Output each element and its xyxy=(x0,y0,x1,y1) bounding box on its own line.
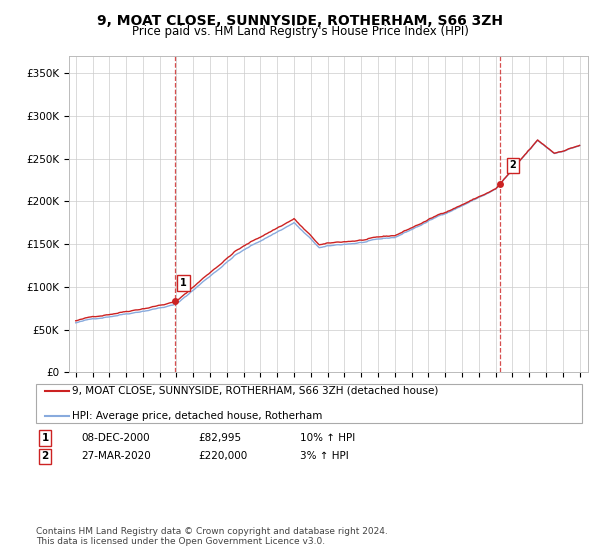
Text: 08-DEC-2000: 08-DEC-2000 xyxy=(81,433,149,443)
Text: £82,995: £82,995 xyxy=(198,433,241,443)
Text: HPI: Average price, detached house, Rotherham: HPI: Average price, detached house, Roth… xyxy=(72,410,322,421)
Text: 10% ↑ HPI: 10% ↑ HPI xyxy=(300,433,355,443)
Text: 2: 2 xyxy=(510,161,517,170)
Text: 1: 1 xyxy=(180,278,187,288)
Text: 9, MOAT CLOSE, SUNNYSIDE, ROTHERHAM, S66 3ZH: 9, MOAT CLOSE, SUNNYSIDE, ROTHERHAM, S66… xyxy=(97,14,503,28)
Text: 27-MAR-2020: 27-MAR-2020 xyxy=(81,451,151,461)
Text: 2: 2 xyxy=(41,451,49,461)
Text: 3% ↑ HPI: 3% ↑ HPI xyxy=(300,451,349,461)
Text: Contains HM Land Registry data © Crown copyright and database right 2024.
This d: Contains HM Land Registry data © Crown c… xyxy=(36,526,388,546)
Text: 9, MOAT CLOSE, SUNNYSIDE, ROTHERHAM, S66 3ZH (detached house): 9, MOAT CLOSE, SUNNYSIDE, ROTHERHAM, S66… xyxy=(72,386,439,396)
Text: 1: 1 xyxy=(41,433,49,443)
Text: £220,000: £220,000 xyxy=(198,451,247,461)
Text: Price paid vs. HM Land Registry's House Price Index (HPI): Price paid vs. HM Land Registry's House … xyxy=(131,25,469,38)
